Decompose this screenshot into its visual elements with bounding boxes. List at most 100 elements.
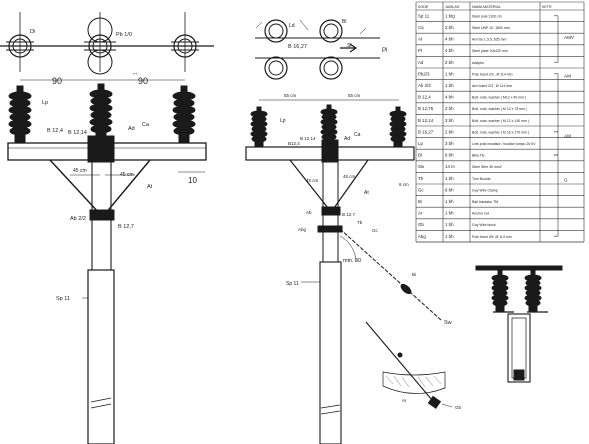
label-b127-mid: B 12,7 — [342, 212, 356, 217]
table-cell-code: Ab 2/3 — [418, 83, 431, 88]
table-cell-qty: 2 bh — [445, 129, 454, 134]
label-dim-90-right: 90 — [138, 76, 148, 86]
table-cell-code: Gc — [418, 187, 424, 192]
table-cell-code: Tb — [418, 176, 424, 181]
label-pl: Pl — [382, 48, 387, 54]
arm-band — [89, 209, 115, 221]
table-cell-qty: 3 bh — [445, 118, 454, 123]
insulator-center — [89, 83, 113, 141]
table-cell-qty: 4 bh — [445, 95, 454, 100]
table-cell-qty: 6 bh — [445, 153, 454, 158]
table-cell-qty: 3 bh — [445, 141, 454, 146]
label-45cm-right: 45 cm — [120, 172, 134, 178]
label-55cm-left: 55 cm — [284, 93, 297, 98]
table-cell-material: Steel pole 1100 cm — [472, 14, 502, 18]
table-cell-code: Lp — [418, 141, 423, 146]
steel-pole — [87, 269, 115, 444]
ground-section — [382, 371, 446, 394]
insulator-right — [172, 85, 196, 143]
table-cell-material: Bolt, nuts, washer ( M12 x 40 mm ) — [472, 96, 526, 100]
table-cell-qty: 1 bh — [445, 222, 454, 227]
table-cell-qty: 4 bh — [445, 37, 454, 42]
label-sp: Sp 11 — [56, 296, 70, 302]
table-cell-material: Guy Wire block — [472, 223, 496, 227]
label-sl: Sl — [347, 43, 351, 49]
label-ab: Ab 2/2 — [70, 216, 86, 222]
table-cell-qty: 14 m — [445, 164, 455, 169]
table-cell-material: Pole band 3/6 ,Ø 114 mm — [472, 235, 512, 239]
label-b1214-mid: B 12,14 — [300, 136, 316, 141]
table-cell-code: Abg — [418, 234, 426, 239]
label-bl: Bl — [342, 19, 346, 25]
insulator-mid-right — [389, 106, 407, 148]
label-gc: Gc — [372, 228, 379, 233]
table-cell-code: Bl — [418, 153, 422, 158]
table-header-cell: KETR — [542, 5, 552, 9]
label-at-mid: At — [364, 190, 369, 196]
arm-band-mid — [321, 206, 341, 216]
table-cell-qty: 6 bh — [445, 187, 454, 192]
table-header-cell: NAMA MATERIAL — [472, 5, 501, 9]
table-cell-material: Bolt, nuts, washer ( M 12 x 140 mm ) — [472, 119, 529, 123]
label-ca: Ca — [142, 122, 150, 128]
table-cell-code: At — [418, 37, 423, 42]
table-cell-code: Sw — [418, 164, 425, 169]
label-55cm-right: 55 cm — [348, 93, 361, 98]
label-b1214: B 12,14 — [68, 130, 87, 136]
table-cell-code: Bi — [418, 199, 422, 204]
table-cell-material: Guy Wire Clamp — [472, 188, 498, 192]
arrow-icon — [340, 43, 358, 53]
table-cell-code: B 12,4 — [418, 95, 431, 100]
label-b124-mid: B12,4 — [288, 141, 300, 146]
table-cell-material: Bolt, nuts, washer ( M 16 x 270 mm ) — [472, 130, 529, 134]
table-cell-material: Bika Tie — [472, 154, 485, 158]
table-cell-code: Ar — [418, 211, 423, 216]
label-at: At — [147, 184, 153, 190]
label-6cm: 6 cm — [399, 182, 409, 187]
table-cell-qty: 1 bh — [445, 211, 454, 216]
table-cell-qty: 1 bh — [445, 176, 454, 181]
adaptor-block-mid — [321, 139, 339, 163]
adaptor-block — [87, 135, 115, 163]
table-cell-qty: 4 bh — [445, 48, 454, 53]
detail-insulator-left — [491, 270, 509, 312]
table-group-note: AM — [564, 134, 571, 139]
detail-insulator-assembly — [475, 265, 563, 383]
material-table: KODE JUMLAH NAMA MATERIAL KETR Sp 11 1 btg Ste… — [415, 1, 585, 243]
table-cell-material: Ball Insulator TM — [472, 200, 498, 204]
table-group-note: G — [564, 178, 568, 183]
arm-tie-mid-right — [333, 159, 369, 209]
label-ca-mid: Ca — [354, 132, 361, 138]
table-header-cell: JUMLAH — [445, 5, 460, 9]
table-header-cell: KODE — [418, 5, 429, 9]
table-cell-material: Arm tie L.5,5, 625 mm — [472, 38, 507, 42]
table-cell-qty: 1 bh — [445, 199, 454, 204]
label-b1627: B 16,27 — [288, 44, 307, 50]
label-lp: Lp — [42, 100, 48, 106]
label-45cm-mid-left: 45 cm — [306, 178, 319, 183]
label-ar: Ar — [402, 398, 407, 403]
label-b124: B 12,4 — [47, 128, 63, 134]
table-cell-code: Pl — [418, 48, 422, 53]
table-cell-qty: 1 bh — [445, 234, 454, 239]
table-cell-material: Steel plate 10x420 mm — [472, 49, 508, 53]
label-dim-10: 10 — [188, 176, 197, 185]
table-cell-code: B 12,75 — [418, 106, 434, 111]
arm-tie-right — [104, 159, 151, 215]
table-cell-qty: 2 bh — [445, 60, 454, 65]
middle-pole-assembly: Ld Bl B 16,27 Sl Pl 55 cm 55 cm Lp B12,4… — [245, 19, 462, 444]
ball-insulator — [400, 283, 412, 295]
table-cell-material: Pole band 2/3 , Ø 114 mm — [472, 72, 513, 76]
steel-pole-mid — [319, 261, 342, 444]
insulator-mid-left — [250, 106, 268, 148]
label-dash: -- — [133, 71, 138, 78]
anchor-rod — [365, 321, 433, 401]
guy-wire-block — [427, 395, 442, 409]
label-sw: Sw — [444, 320, 452, 326]
label-dim-90-left: 90 — [52, 76, 62, 86]
label-tb: Tb — [357, 220, 363, 225]
table-cell-qty: 2 bh — [445, 25, 454, 30]
label-min30: min. 30 — [343, 258, 361, 264]
table-cell-code: B 16,27 — [418, 129, 434, 134]
label-45cm-mid-right: 45 cm — [343, 174, 356, 179]
